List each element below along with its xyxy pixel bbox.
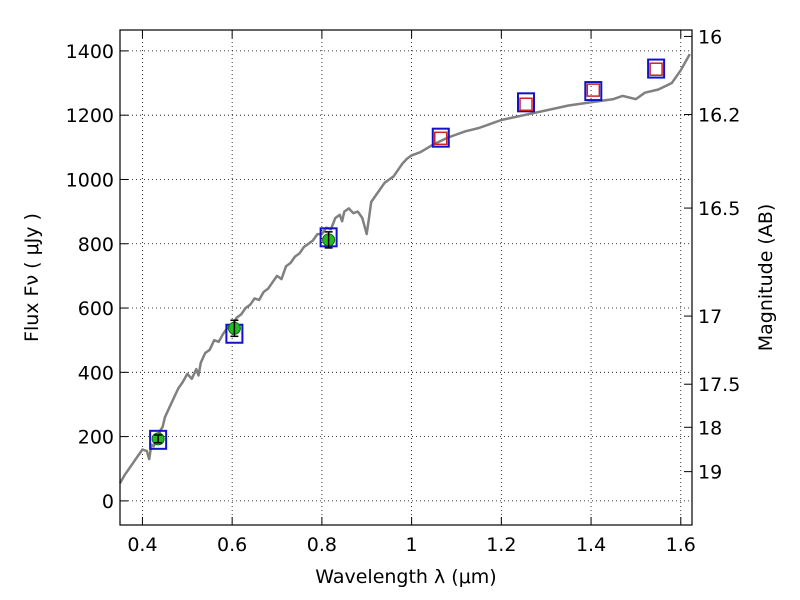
y-tick-label: 800 [78,234,114,256]
upper-limit-square [586,83,601,97]
spectrum-line [118,53,691,484]
spectrum-layer [118,53,691,484]
y-right-tick-label: 16.5 [698,198,740,220]
y-tick-label: 1000 [66,169,114,191]
y-tick-label: 600 [78,298,114,320]
model-photometry-square [431,127,450,148]
x-tick-label: 0.8 [307,534,337,556]
y-right-tick-label: 17.5 [698,374,740,396]
ticks-layer: 0.4 0.6 0.8 1 1.2 1.4 1.6 0 200 400 600 800 1000 1200… [66,26,741,556]
y-right-axis-title: Magnitude (AB) [755,204,777,352]
upper-limit-square [649,62,663,76]
model-photometry-square [149,429,168,450]
x-axis-title: Wavelength λ (μm) [315,566,496,588]
points-layer [149,58,666,450]
plot-frame [119,29,693,526]
x-tick-label: 1.6 [666,534,696,556]
upper-limit-square [519,97,533,111]
y-tick-label: 200 [78,427,114,449]
grid-layer [120,30,692,525]
x-tick-label: 1 [406,534,418,556]
y-right-tick-label: 16.2 [698,105,740,127]
y-right-tick-label: 19 [698,462,722,484]
x-tick-label: 1.4 [576,534,606,556]
x-tick-label: 0.4 [127,534,157,556]
y-right-tick-label: 18 [698,417,722,439]
y-axis-title: Flux Fν ( μJy ) [21,213,43,342]
y-right-tick-label: 16 [698,26,722,48]
upper-limit-square [434,131,448,146]
model-photometry-square [517,92,536,113]
model-photometry-square [647,58,666,79]
y-tick-label: 400 [78,362,114,384]
y-tick-label: 1200 [66,105,114,127]
model-photometry-square [584,81,603,102]
x-tick-label: 1.2 [486,534,516,556]
x-tick-label: 0.6 [217,534,247,556]
y-tick-label: 0 [102,491,114,513]
y-right-tick-label: 17 [698,306,722,328]
y-tick-label: 1400 [66,41,114,63]
